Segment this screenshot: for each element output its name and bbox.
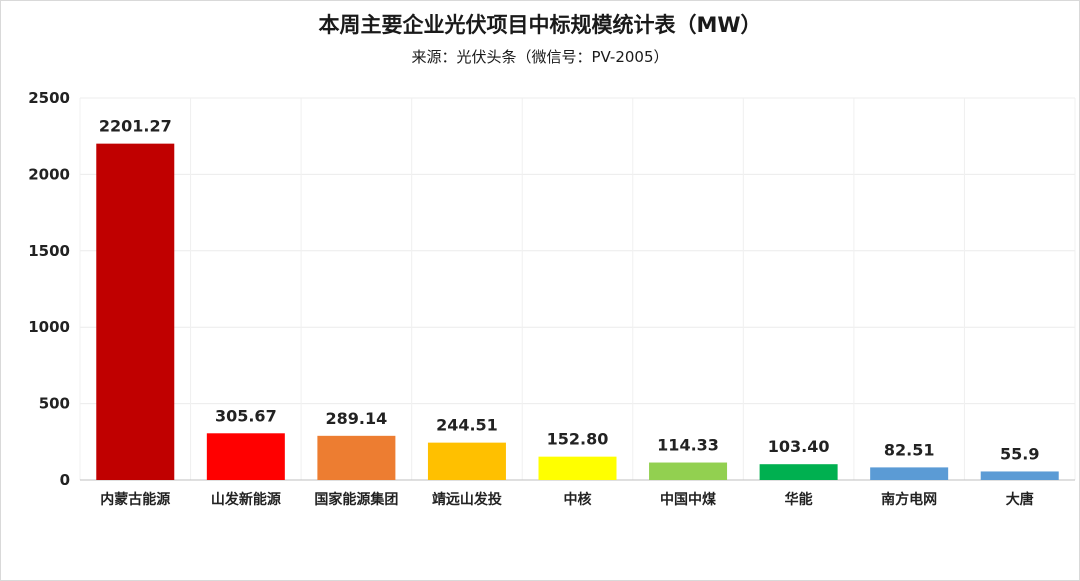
y-tick-label: 2000 xyxy=(28,165,70,183)
y-tick-label: 500 xyxy=(39,395,70,413)
chart-title: 本周主要企业光伏项目中标规模统计表（MW） xyxy=(318,13,762,37)
data-label-2: 305.67 xyxy=(215,406,277,425)
category-label-8: 南方电网 xyxy=(881,491,937,508)
bar-2 xyxy=(206,433,285,480)
chart-subtitle: 来源：光伏头条（微信号：PV-2005） xyxy=(411,48,669,66)
bar-6 xyxy=(649,462,728,480)
bar-4 xyxy=(427,442,506,480)
data-label-5: 152.80 xyxy=(547,430,609,449)
bar-7 xyxy=(759,464,838,480)
y-tick-label: 0 xyxy=(60,471,70,489)
category-label-6: 中国中煤 xyxy=(660,491,717,508)
data-label-6: 114.33 xyxy=(657,436,719,455)
data-label-7: 103.40 xyxy=(768,437,830,456)
category-label-3: 国家能源集团 xyxy=(314,491,398,508)
bar-3 xyxy=(317,435,396,480)
y-tick-label: 2500 xyxy=(28,89,70,107)
bar-5 xyxy=(538,456,617,480)
category-label-2: 山发新能源 xyxy=(211,491,281,508)
data-label-8: 82.51 xyxy=(884,440,935,459)
category-label-9: 大唐 xyxy=(1006,491,1034,508)
category-label-5: 中核 xyxy=(564,491,592,508)
bar-1 xyxy=(96,143,175,481)
bar-8 xyxy=(870,467,949,480)
y-tick-label: 1000 xyxy=(28,318,70,336)
data-label-4: 244.51 xyxy=(436,416,498,435)
category-label-7: 华能 xyxy=(785,491,813,508)
y-tick-label: 1500 xyxy=(28,242,70,260)
data-label-1: 2201.27 xyxy=(99,117,172,136)
bar-9 xyxy=(980,471,1059,480)
data-label-9: 55.9 xyxy=(1000,444,1039,463)
category-label-1: 内蒙古能源 xyxy=(100,491,170,508)
data-label-3: 289.14 xyxy=(326,409,388,428)
category-label-4: 靖远山发投 xyxy=(432,491,502,508)
